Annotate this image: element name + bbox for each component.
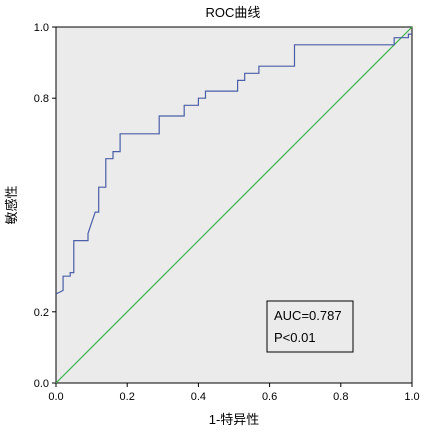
reference-diagonal-line [55, 26, 413, 384]
y-tick-label: 0.0 [34, 378, 49, 390]
y-tick-label: 0.2 [34, 307, 49, 319]
x-tick-label: 0.6 [262, 391, 277, 403]
annotation-frame [266, 300, 354, 353]
x-tick-label: 0.4 [191, 391, 206, 403]
roc-curve-line [55, 33, 412, 295]
p-value-text: P<0.01 [274, 330, 316, 345]
y-axis-label: 敏感性 [4, 185, 19, 224]
auc-value-text: AUC=0.787 [274, 308, 342, 323]
x-tick-label: 1.0 [404, 391, 419, 403]
chart-title: ROC曲线 [206, 5, 261, 20]
x-axis-ticks: 0.0 0.2 0.4 0.6 0.8 1.0 [48, 383, 420, 403]
y-axis-ticks: 0.0 0.2 0.8 1.0 [34, 22, 56, 390]
x-tick-label: 0.2 [120, 391, 135, 403]
y-tick-label: 0.8 [34, 93, 49, 105]
x-axis-label: 1-特异性 [209, 412, 260, 427]
x-tick-label: 0.0 [48, 391, 63, 403]
y-tick-label: 1.0 [34, 22, 49, 34]
auc-annotation-box: AUC=0.787 P<0.01 [266, 300, 354, 353]
x-tick-label: 0.8 [333, 391, 348, 403]
